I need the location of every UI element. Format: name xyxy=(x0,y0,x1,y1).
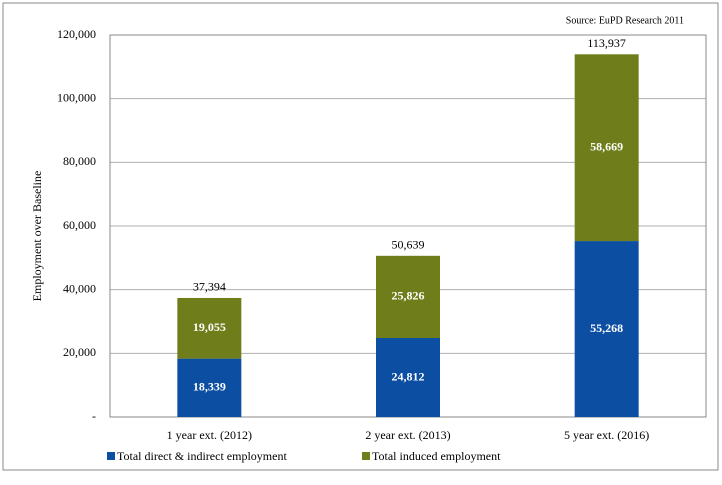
x-tick-label: 1 year ext. (2012) xyxy=(167,428,252,442)
bar-segment xyxy=(376,255,440,339)
y-axis-label: Employment over Baseline xyxy=(30,171,44,302)
legend-label: Total induced employment xyxy=(372,449,501,463)
total-label: 113,937 xyxy=(587,36,626,50)
y-tick-label: - xyxy=(92,409,96,423)
value-label: 58,669 xyxy=(590,139,623,153)
bar-segment xyxy=(177,297,242,359)
bar-segment xyxy=(376,338,440,417)
total-label: 37,394 xyxy=(193,280,226,294)
value-label: 18,339 xyxy=(193,380,226,394)
value-label: 19,055 xyxy=(193,320,226,334)
bar-segment xyxy=(574,241,639,417)
y-tick-label: 120,000 xyxy=(57,27,96,41)
y-tick-label: 60,000 xyxy=(63,218,96,232)
value-label: 24,812 xyxy=(392,369,425,383)
legend-label: Total direct & indirect employment xyxy=(117,449,287,463)
total-label: 50,639 xyxy=(392,238,425,252)
bar-segment xyxy=(574,54,639,242)
legend-swatch xyxy=(107,452,115,460)
y-tick-label: 80,000 xyxy=(63,154,96,168)
source-note: Source: EuPD Research 2011 xyxy=(566,15,684,26)
x-tick-label: 5 year ext. (2016) xyxy=(564,428,649,442)
y-tick-label: 40,000 xyxy=(63,281,96,295)
y-tick-label: 100,000 xyxy=(57,90,96,104)
value-label: 55,268 xyxy=(590,321,623,335)
legend-swatch xyxy=(362,452,370,460)
x-tick-label: 2 year ext. (2013) xyxy=(365,428,450,442)
value-label: 25,826 xyxy=(392,289,425,303)
bar-segment xyxy=(177,358,242,417)
y-tick-label: 20,000 xyxy=(63,345,96,359)
